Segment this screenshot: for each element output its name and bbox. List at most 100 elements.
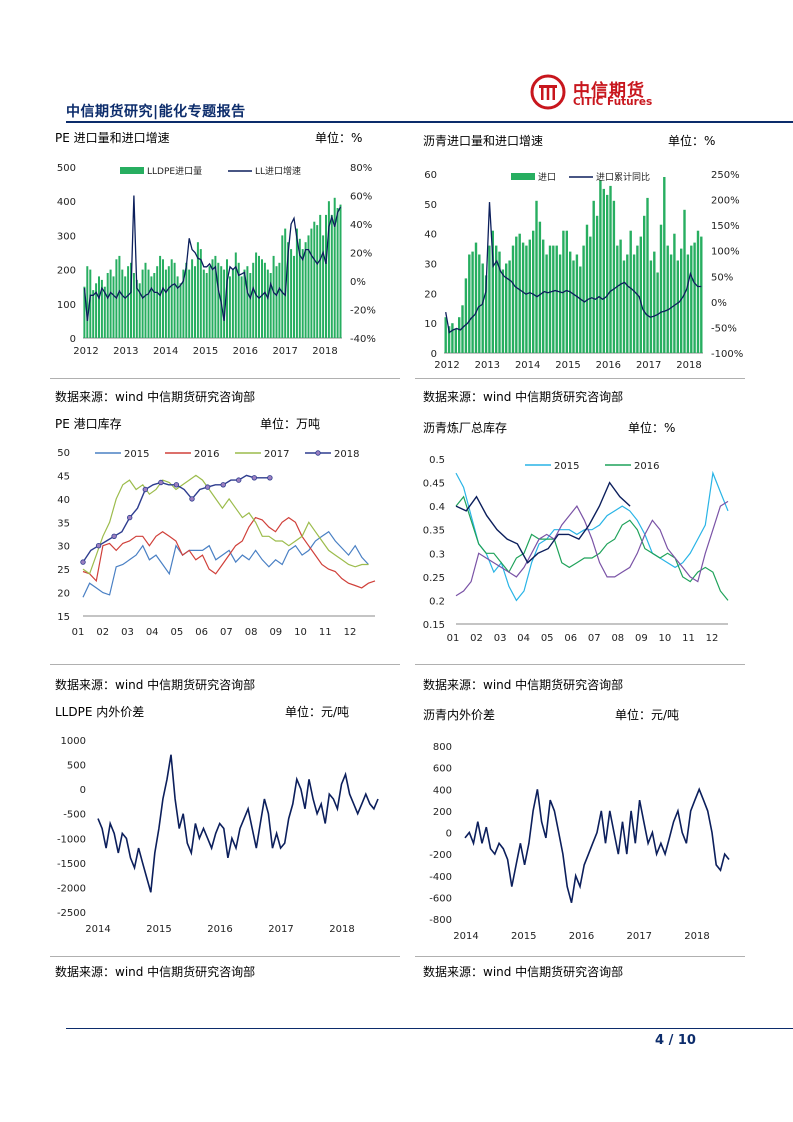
x-tick-label: 2015 <box>511 931 536 942</box>
panel-title: PE 港口库存 <box>55 417 122 431</box>
bar <box>269 273 272 338</box>
bar <box>327 201 330 338</box>
bar <box>488 245 491 353</box>
bar <box>602 188 605 353</box>
bar <box>548 245 552 353</box>
y2-tick-label: 200% <box>711 196 740 207</box>
x-tick-label: 2013 <box>113 346 138 357</box>
bar <box>243 269 246 338</box>
x-tick-label: 10 <box>294 627 307 638</box>
x-tick-label: 2012 <box>434 360 459 371</box>
series-marker <box>267 475 273 481</box>
line-series-2016 <box>455 495 729 601</box>
y-tick-label: 0.45 <box>423 479 445 490</box>
bar <box>252 262 255 338</box>
bar <box>226 259 228 338</box>
y-tick-label: 25 <box>57 565 70 576</box>
x-tick-label: 2016 <box>596 360 621 371</box>
bar <box>565 230 568 353</box>
bar <box>240 276 243 338</box>
bar <box>498 251 501 353</box>
panel-asphalt-import: 沥青进口量和进口增速 单位：% 数据来源：wind 中信期货研究咨询部 60 50… <box>415 126 745 408</box>
bar <box>545 254 548 353</box>
bar <box>176 276 179 338</box>
bar <box>454 329 457 353</box>
bar <box>575 254 579 353</box>
line-series-2017 <box>82 474 369 575</box>
bar <box>461 305 464 353</box>
bar <box>528 239 531 353</box>
bar <box>690 245 693 353</box>
y2-tick-label: 50% <box>711 272 733 283</box>
bar <box>339 204 342 338</box>
bar <box>153 273 156 338</box>
bar <box>258 255 260 338</box>
line-series-2016 <box>82 516 376 589</box>
y-tick-label: -2000 <box>57 883 86 894</box>
bar <box>532 230 535 353</box>
bar <box>464 278 468 353</box>
bar <box>468 254 471 353</box>
bar <box>676 260 679 353</box>
bar <box>287 242 290 338</box>
legend-label: 2015 <box>554 461 579 472</box>
x-tick-label: 2016 <box>233 346 258 357</box>
bar <box>272 255 275 338</box>
x-tick-label: 12 <box>344 627 357 638</box>
bar <box>167 266 170 338</box>
legend-label: 2016 <box>634 461 659 472</box>
bar <box>89 269 92 338</box>
separator <box>415 664 745 665</box>
legend-label: 2017 <box>264 449 289 460</box>
legend-label: 2016 <box>194 449 219 460</box>
bar <box>693 242 696 353</box>
bar <box>196 242 199 338</box>
bar <box>521 242 525 353</box>
x-tick-label: 05 <box>541 633 554 644</box>
x-tick-label: 01 <box>447 633 460 644</box>
bar <box>290 249 293 338</box>
x-tick-label: 2017 <box>627 931 652 942</box>
y-tick-label: 0 <box>80 785 86 796</box>
bar <box>188 269 191 338</box>
legend-label: LL进口增速 <box>255 165 301 177</box>
y-tick-label: -1500 <box>57 859 86 870</box>
bar <box>595 215 599 353</box>
bar <box>293 255 295 338</box>
bar <box>228 276 231 338</box>
line-series <box>97 754 379 893</box>
x-tick-label: 2018 <box>684 931 709 942</box>
y-tick-label: 10 <box>424 319 437 330</box>
bar <box>208 266 211 338</box>
bar <box>179 283 182 338</box>
line-series <box>83 195 342 322</box>
report-title: 中信期货研究|能化专题报告 <box>66 104 246 120</box>
bar <box>484 275 488 353</box>
bar <box>592 200 595 353</box>
y-tick-label: 50 <box>424 200 437 211</box>
y-tick-label: 0.4 <box>429 502 445 513</box>
bar <box>316 225 319 338</box>
bar <box>173 262 176 338</box>
panel-unit: 单位：% <box>315 131 363 145</box>
y-tick-label: 30 <box>424 260 437 271</box>
panel-source: 数据来源：wind 中信期货研究咨询部 <box>423 965 624 979</box>
panel-title: LLDPE 内外价差 <box>55 705 145 719</box>
x-tick-label: 2015 <box>193 346 218 357</box>
x-tick-label: 03 <box>494 633 507 644</box>
bar <box>118 255 121 338</box>
x-tick-label: 2016 <box>569 931 594 942</box>
y-tick-label: 0 <box>431 349 437 360</box>
legend-bar-swatch <box>511 173 535 180</box>
bar <box>301 249 304 338</box>
bar <box>95 283 98 338</box>
bar <box>185 262 188 338</box>
panel-unit: 单位：万吨 <box>260 417 321 431</box>
x-tick-label: 2017 <box>272 346 297 357</box>
chart-asphalt-import: 60 50 40 30 20 10 0 250% 200% 150% 100% 50% 0% -50% -1… <box>424 170 743 371</box>
y-tick-label: 40 <box>424 230 437 241</box>
legend-bar-swatch <box>120 167 144 174</box>
x-tick-label: 11 <box>319 627 332 638</box>
y-tick-label: -2500 <box>57 908 86 919</box>
bar <box>632 254 636 353</box>
